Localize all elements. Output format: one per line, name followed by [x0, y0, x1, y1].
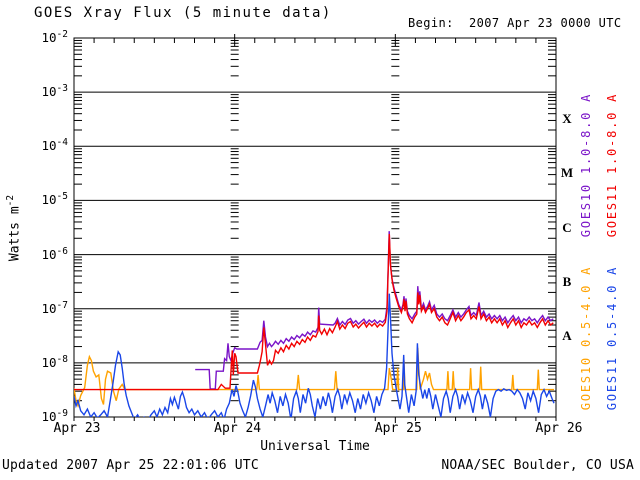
y-tick-label: 10-5 [41, 191, 68, 208]
x-tick-label: Apr 24 [214, 421, 262, 436]
chart-canvas [73, 34, 557, 423]
y-tick-label: 10-7 [41, 299, 68, 316]
y-tick-label: 10-9 [41, 408, 68, 425]
x-tick-label: Apr 25 [374, 421, 422, 436]
x-axis-title: Universal Time [260, 439, 370, 454]
y-tick-label: 10-4 [41, 137, 68, 154]
updated-timestamp: Updated 2007 Apr 25 22:01:06 UTC [2, 458, 259, 473]
x-tick-label: Apr 23 [53, 421, 101, 436]
series-goes11-short [74, 293, 555, 417]
flare-class-letter-b: B [562, 273, 572, 289]
legend-label-goes11-long: GOES11 1.0-8.0 A [605, 92, 619, 238]
series-goes10-short [74, 347, 554, 409]
legend-label-goes10-long: GOES10 1.0-8.0 A [579, 92, 593, 238]
flare-class-letter-m: M [560, 165, 574, 181]
series-goes11-long [74, 233, 554, 391]
legend-label-goes10-short: GOES10 0.5-4.0 A [579, 265, 593, 411]
begin-value: 2007 Apr 23 0000 UTC [469, 16, 622, 30]
y-tick-label: 10-6 [41, 245, 68, 262]
y-tick-label: 10-3 [41, 83, 68, 100]
plot-frame [73, 37, 557, 418]
organization-credit: NOAA/SEC Boulder, CO USA [441, 458, 634, 473]
y-tick-label: 10-2 [41, 29, 68, 46]
begin-label: Begin: [408, 16, 454, 30]
begin-timestamp: Begin: 2007 Apr 23 0000 UTC [408, 16, 622, 30]
y-axis-label: Watts m-2 [5, 194, 23, 262]
legend-label-goes11-short: GOES11 0.5-4.0 A [605, 265, 619, 411]
y-tick-label: 10-8 [41, 353, 68, 370]
flare-class-letter-a: A [562, 327, 572, 343]
chart-title: GOES Xray Flux (5 minute data) [34, 5, 332, 21]
flare-class-letter-x: X [562, 111, 572, 127]
flare-class-letter-c: C [562, 219, 572, 235]
x-tick-label: Apr 26 [535, 421, 583, 436]
